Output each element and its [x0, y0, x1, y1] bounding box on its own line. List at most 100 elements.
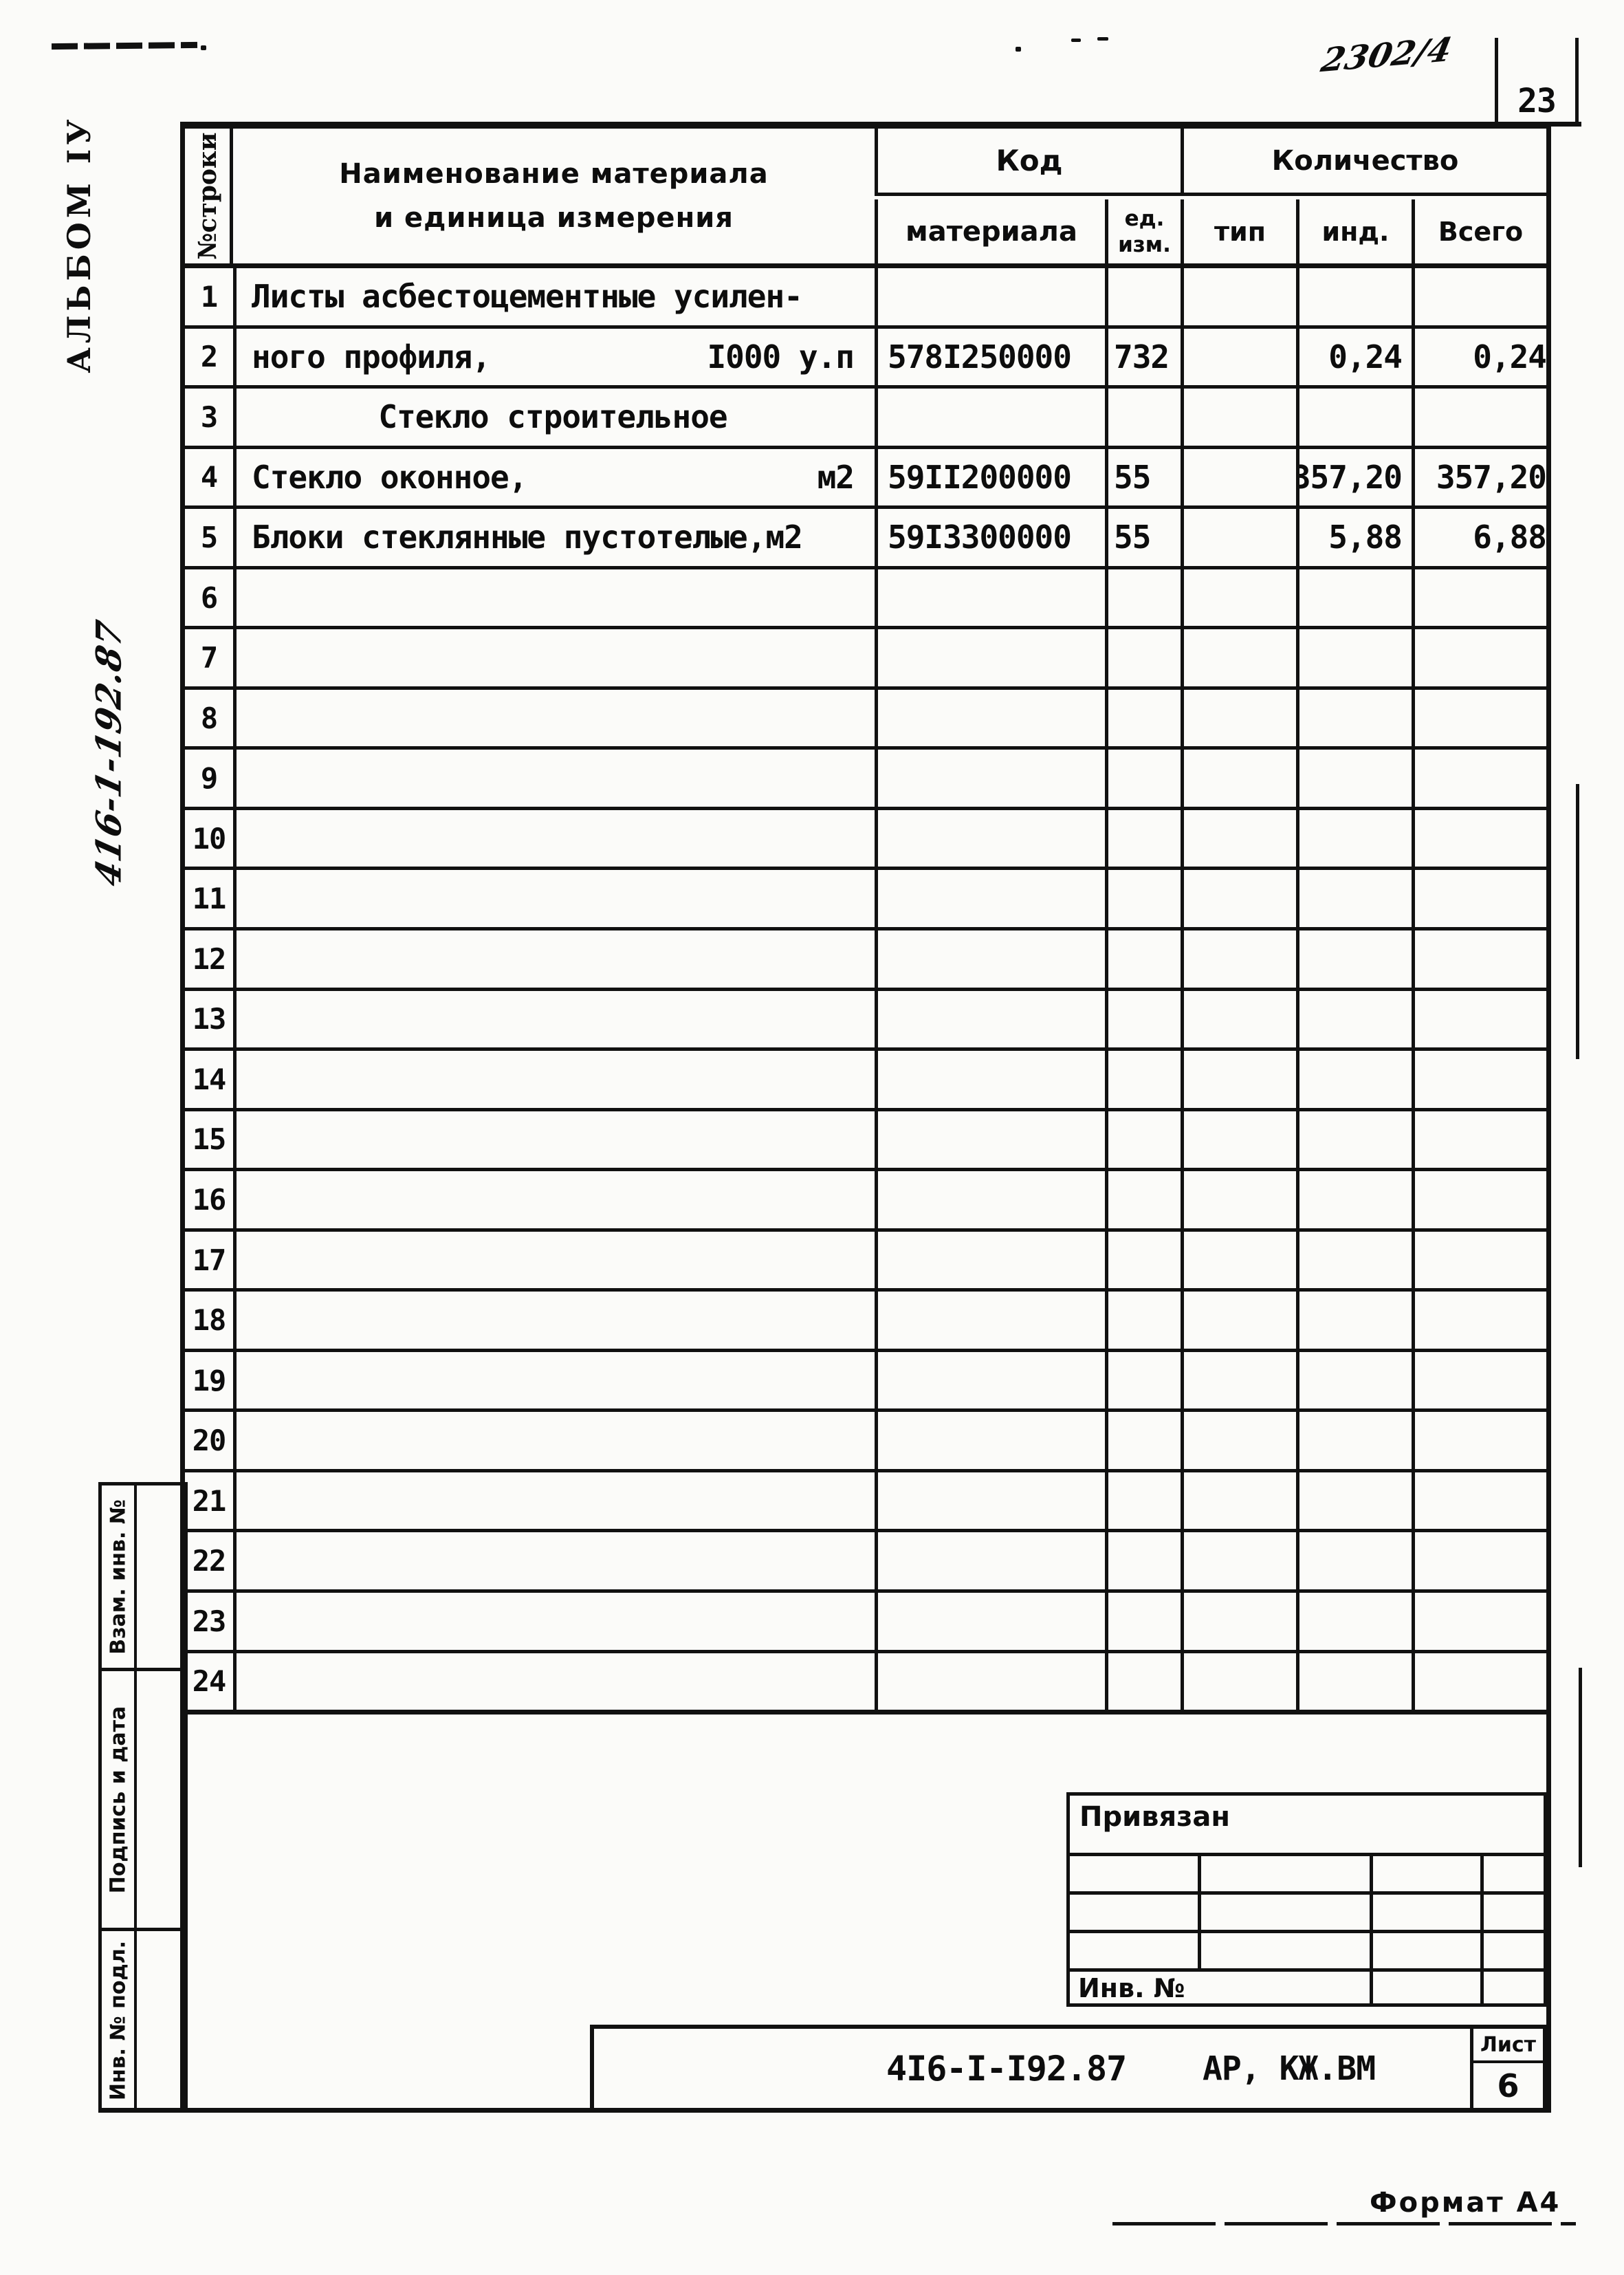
materials-table: №строки Наименование материала и единица… — [180, 124, 1551, 1715]
cell-material-code — [875, 1231, 1105, 1289]
cell-qty-total — [1412, 569, 1556, 627]
cell-material-code — [875, 1171, 1105, 1228]
cell-material-name — [233, 1231, 875, 1289]
cell-unit: 55 — [1105, 509, 1181, 566]
cell-qty-ind: 0,24 — [1296, 328, 1412, 386]
cell-qty-ind — [1296, 1593, 1412, 1650]
cell-qty-total: 357,20 — [1412, 448, 1556, 506]
cell-unit: 732 — [1105, 328, 1181, 386]
cell-material-name — [233, 930, 875, 988]
privyazan-grid-row — [1070, 1856, 1544, 1895]
cell-material-code — [875, 569, 1105, 627]
cell-row-number: 16 — [192, 1182, 227, 1217]
table-row: 14 — [185, 1047, 1546, 1108]
cell-qty-ind — [1296, 629, 1412, 686]
cell-material-code — [875, 870, 1105, 928]
table-row: 3 Стекло строительное — [185, 385, 1546, 446]
cell-unit — [1105, 1292, 1181, 1349]
table-row: 20 — [185, 1408, 1546, 1469]
cell-row-number: 10 — [192, 821, 227, 856]
table-row: 17 — [185, 1228, 1546, 1289]
cell-unit — [1105, 870, 1181, 928]
margin-line-fragment — [1579, 1668, 1582, 1867]
album-label-wrap: АЛЬБОМ IУ — [41, 113, 117, 375]
cell-qty-type — [1181, 1532, 1296, 1590]
privyazan-block: Привязан Инв. № — [1066, 1792, 1547, 2007]
cell-material-name — [233, 1171, 875, 1228]
cell-row-number: 23 — [192, 1604, 227, 1638]
cell-qty-ind — [1296, 268, 1412, 325]
cell-unit — [1105, 1412, 1181, 1469]
table-row: 24 — [185, 1649, 1546, 1710]
header-qty-type: тип — [1181, 199, 1296, 263]
cell-unit — [1105, 1472, 1181, 1530]
cell-material-name: Листы асбестоцементные усилен- — [233, 268, 875, 325]
cell-unit — [1105, 1171, 1181, 1228]
sheet-box: Лист 6 — [1470, 2029, 1543, 2109]
cell-qty-type — [1181, 268, 1296, 325]
header-quantity-group: Количество — [1181, 129, 1546, 196]
table-row: 4 Стекло оконное, м2 59II200000 55 357,20… — [185, 445, 1547, 506]
cell-material-code — [875, 689, 1105, 747]
cell-row-number: 24 — [192, 1664, 227, 1699]
cell-row-number: 4 — [200, 460, 218, 494]
cell-unit — [1105, 809, 1181, 867]
cell-qty-total — [1412, 1412, 1556, 1469]
cell-qty-total — [1412, 389, 1556, 446]
cell-qty-ind — [1296, 1292, 1412, 1349]
cell-qty-total — [1412, 750, 1556, 807]
cell-qty-ind — [1296, 389, 1412, 446]
cell-material-code — [875, 1051, 1105, 1108]
cell-material-code — [875, 1532, 1105, 1590]
cell-qty-ind — [1296, 1231, 1412, 1289]
cell-material-name: Блоки стеклянные пустотелые,м2 — [233, 509, 875, 566]
table-row: 19 — [185, 1348, 1546, 1409]
cell-row-number: 14 — [192, 1062, 227, 1096]
inv-number-label: Инв. № — [1078, 1973, 1185, 2004]
cell-qty-ind — [1296, 569, 1412, 627]
cell-qty-type — [1181, 1412, 1296, 1469]
header-row-number-label: №строки — [193, 132, 222, 260]
header-material-name: Наименование материала и единица измерен… — [339, 158, 769, 234]
cell-material-name — [233, 689, 875, 747]
cell-qty-total — [1412, 870, 1556, 928]
header-code-material: материала — [875, 199, 1105, 263]
doc-number: 4I6-I-I92.87 — [886, 2049, 1127, 2089]
cell-row-number: 1 — [200, 279, 218, 314]
cell-material-name — [233, 1051, 875, 1108]
cell-row-number: 9 — [200, 761, 218, 796]
cell-row-number: 6 — [200, 580, 218, 615]
cell-qty-ind — [1296, 1051, 1412, 1108]
cell-qty-total — [1412, 629, 1556, 686]
cell-row-number: 2 — [200, 340, 218, 374]
table-row: 10 — [185, 806, 1546, 867]
cell-unit — [1105, 1593, 1181, 1650]
ink-dot — [201, 45, 206, 50]
cell-qty-total — [1412, 1351, 1556, 1409]
header-code-group: Код — [875, 129, 1181, 196]
cell-qty-total — [1412, 930, 1556, 988]
cell-material-code — [875, 1111, 1105, 1168]
cell-qty-type — [1181, 870, 1296, 928]
cell-material-code — [875, 268, 1105, 325]
header-qty-ind: инд. — [1296, 199, 1412, 263]
cell-row-number: 22 — [192, 1544, 227, 1578]
cell-material-name — [233, 750, 875, 807]
cell-qty-type — [1181, 990, 1296, 1048]
table-row: 8 — [185, 686, 1546, 747]
doc-number-block: 4I6-I-I92.87 АР, КЖ.ВМ Лист 6 — [590, 2025, 1547, 2113]
cell-material-code: 59I3300000 — [875, 509, 1105, 566]
cell-material-code — [875, 629, 1105, 686]
cell-row-number: 11 — [192, 882, 227, 916]
stamp-cell-inv: Инв. № подл. — [102, 1928, 184, 2109]
cell-row-number: 19 — [192, 1363, 227, 1397]
header-qty-total: Всего — [1412, 199, 1546, 263]
cell-row-number: 18 — [192, 1303, 227, 1338]
cell-qty-ind — [1296, 1653, 1412, 1710]
stamp-cell-vzam: Взам. инв. № — [102, 1485, 184, 1668]
cell-qty-ind — [1296, 750, 1412, 807]
cell-unit — [1105, 1051, 1181, 1108]
cell-qty-type — [1181, 809, 1296, 867]
cell-material-name — [233, 569, 875, 627]
table-header: №строки Наименование материала и единица… — [185, 129, 1546, 268]
